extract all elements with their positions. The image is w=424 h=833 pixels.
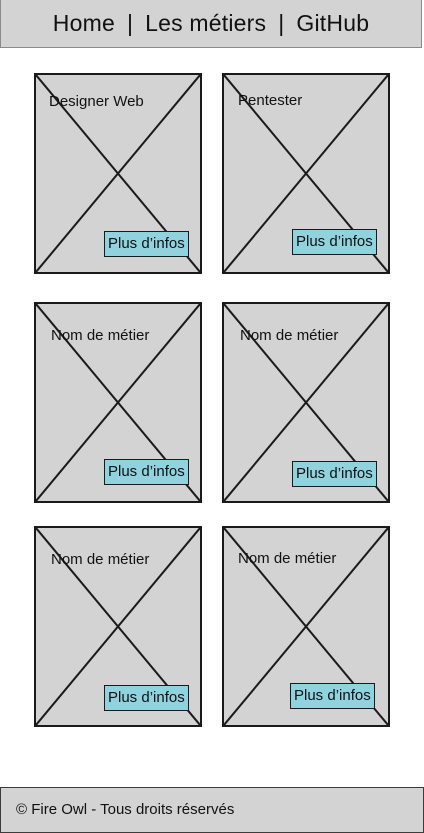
job-card: Nom de métier Plus d’infos <box>34 302 202 503</box>
copyright-text: © Fire Owl - Tous droits réservés <box>16 801 235 818</box>
job-card: Designer Web Plus d’infos <box>34 73 202 274</box>
job-card-title: Nom de métier <box>240 327 339 344</box>
more-info-button[interactable]: Plus d’infos <box>104 459 189 485</box>
more-info-button[interactable]: Plus d’infos <box>292 461 377 487</box>
nav-separator: | <box>126 10 134 36</box>
job-card-title: Pentester <box>238 92 303 109</box>
nav-link-metiers[interactable]: Les métiers <box>145 10 267 36</box>
more-info-button[interactable]: Plus d’infos <box>290 683 375 709</box>
more-info-button[interactable]: Plus d’infos <box>292 229 377 255</box>
job-card: Nom de métier Plus d’infos <box>222 302 390 503</box>
job-card: Nom de métier Plus d’infos <box>222 526 390 727</box>
job-card-title: Nom de métier <box>51 551 150 568</box>
top-navigation: Home | Les métiers | GitHub <box>0 0 422 48</box>
job-card: Nom de métier Plus d’infos <box>34 526 202 727</box>
job-card-title: Designer Web <box>49 93 144 110</box>
job-card-title: Nom de métier <box>51 327 150 344</box>
nav-link-github[interactable]: GitHub <box>296 10 370 36</box>
page-footer: © Fire Owl - Tous droits réservés <box>0 787 424 833</box>
nav-link-home[interactable]: Home <box>52 10 115 36</box>
more-info-button[interactable]: Plus d’infos <box>104 685 189 711</box>
nav-separator: | <box>278 10 285 36</box>
more-info-button[interactable]: Plus d’infos <box>104 231 189 257</box>
job-card: Pentester Plus d’infos <box>222 73 390 274</box>
job-card-title: Nom de métier <box>238 550 337 567</box>
